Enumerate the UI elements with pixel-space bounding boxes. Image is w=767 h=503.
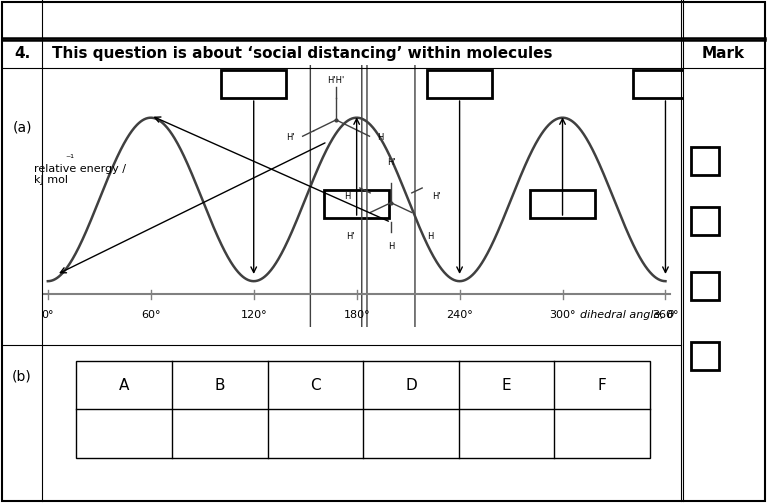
Text: 300°: 300° (549, 309, 576, 319)
Text: A: A (119, 378, 130, 393)
Text: (a): (a) (12, 120, 31, 134)
Bar (530, 190, 595, 218)
Text: 4.: 4. (14, 45, 30, 60)
Text: D: D (405, 378, 416, 393)
Text: H: H (377, 133, 384, 142)
Text: dihedral angle, θ: dihedral angle, θ (580, 309, 674, 319)
Text: 360°: 360° (652, 309, 679, 319)
Text: H': H' (387, 158, 395, 167)
Text: 240°: 240° (446, 309, 473, 319)
Text: Mark: Mark (702, 45, 745, 60)
Text: (b): (b) (12, 370, 32, 384)
Text: H': H' (286, 133, 295, 142)
Text: F: F (597, 378, 607, 393)
Text: B: B (215, 378, 225, 393)
Text: 180°: 180° (344, 309, 370, 319)
Bar (221, 70, 286, 98)
Text: 60°: 60° (141, 309, 160, 319)
Text: C: C (310, 378, 321, 393)
Text: H': H' (347, 232, 355, 241)
Bar (691, 207, 719, 235)
Text: H'H': H'H' (328, 76, 344, 85)
Text: This question is about ‘social distancing’ within molecules: This question is about ‘social distancin… (52, 45, 552, 60)
Text: E: E (502, 378, 512, 393)
Text: H: H (427, 232, 433, 241)
Text: 0°: 0° (41, 309, 54, 319)
Text: relative energy /
kJ mol: relative energy / kJ mol (34, 163, 126, 185)
Bar (427, 70, 492, 98)
Text: H: H (388, 242, 394, 251)
Bar (77, 361, 650, 458)
Bar (324, 190, 389, 218)
Text: ⁻¹: ⁻¹ (65, 154, 74, 164)
Bar (633, 70, 698, 98)
Text: 120°: 120° (240, 309, 267, 319)
Bar (691, 147, 719, 175)
Bar (691, 342, 719, 370)
Text: H: H (344, 192, 350, 201)
Text: H': H' (432, 192, 440, 201)
Bar (691, 272, 719, 300)
